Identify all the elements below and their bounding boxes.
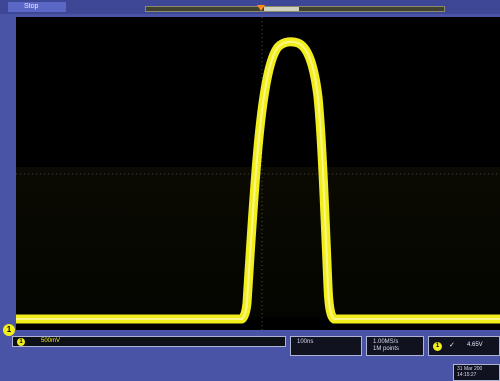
trigger-position-marker-icon[interactable] [257, 5, 265, 11]
acquisition-readout[interactable]: 1.00MS/s 1M points [366, 336, 424, 356]
ch1-ground-marker-icon[interactable]: 1 [3, 324, 15, 336]
record-view-window[interactable] [264, 7, 299, 11]
ch1-marker-number: 1 [6, 325, 12, 334]
timebase-value: 100ns [297, 339, 314, 345]
trigger-slope-icon: ✓ [449, 342, 455, 349]
record-view-bar[interactable] [145, 6, 445, 12]
waveform-graticule[interactable] [16, 17, 500, 330]
ch1-badge-icon: 1 [17, 338, 25, 346]
run-state-label: Stop [24, 3, 39, 10]
time-value: 14:15:27 [457, 372, 477, 378]
record-length: 1M points [373, 346, 400, 352]
ch1-badge-number: 1 [19, 339, 23, 345]
graticule-grid [16, 17, 500, 330]
date-time-readout: 31 Mar 200 14:15:27 [453, 364, 500, 381]
trigger-readout[interactable]: 1 ✓ 4.65V [428, 336, 500, 356]
acquisition-status[interactable]: Stop [8, 2, 66, 12]
trigger-source-number: 1 [435, 343, 440, 349]
ch1-vertical-readout[interactable]: 1 500mV [12, 336, 286, 347]
ch1-scale: 500mV [41, 338, 61, 344]
waveform-display [16, 17, 500, 330]
top-status-bar: Stop [0, 0, 500, 14]
horizontal-readout[interactable]: 100ns [290, 336, 362, 356]
trigger-source-icon: 1 [433, 342, 442, 351]
trigger-level: 4.65V [467, 342, 483, 348]
date-value: 31 Mar 200 [457, 366, 483, 372]
sample-rate: 1.00MS/s [373, 339, 399, 345]
